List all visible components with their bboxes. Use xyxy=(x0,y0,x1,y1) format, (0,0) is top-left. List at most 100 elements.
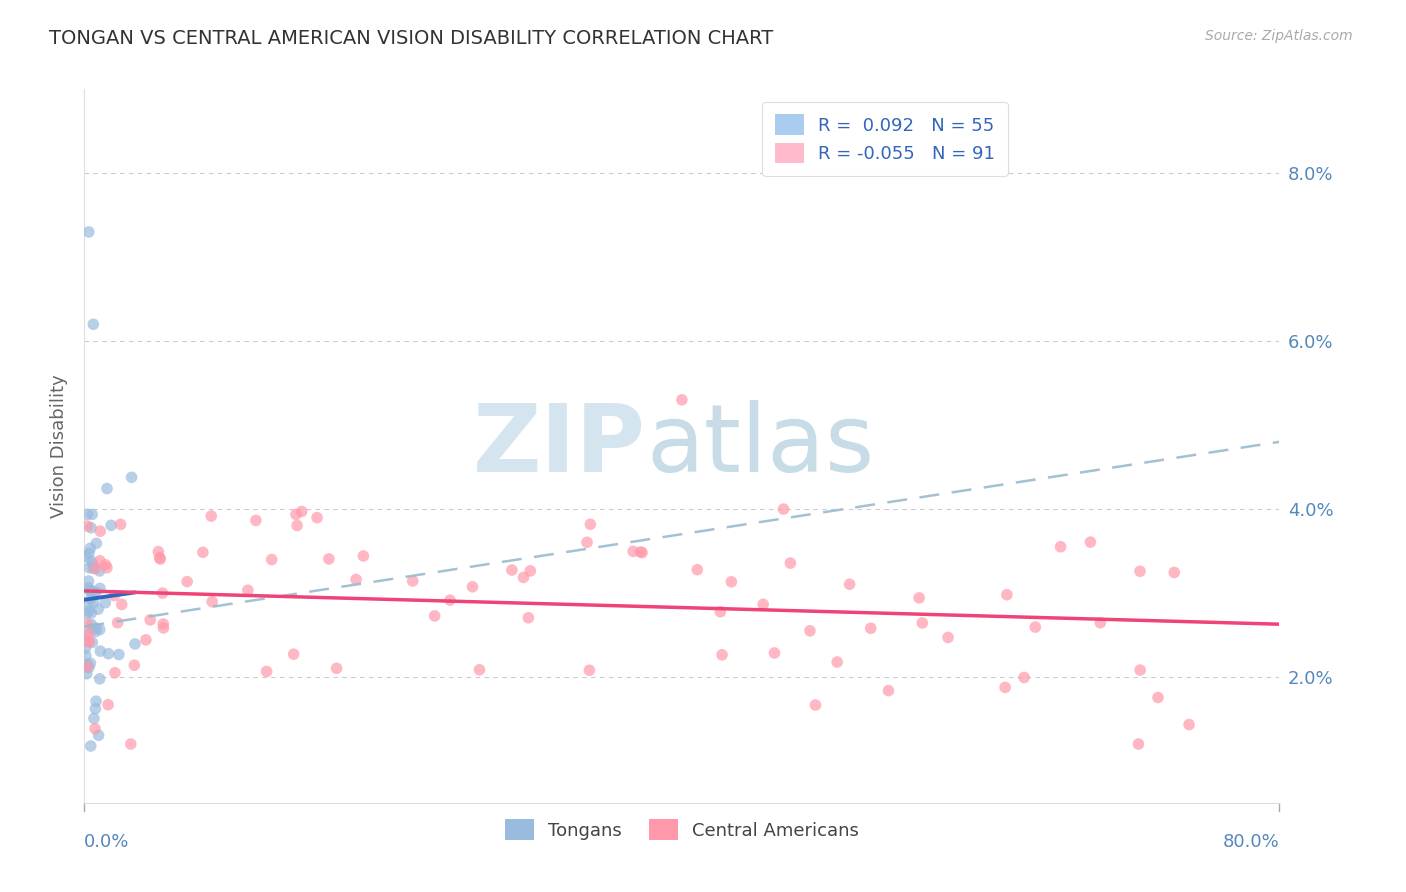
Text: Source: ZipAtlas.com: Source: ZipAtlas.com xyxy=(1205,29,1353,43)
Point xyxy=(260,552,283,566)
Point xyxy=(1128,737,1150,751)
Point xyxy=(176,574,198,589)
Point xyxy=(103,589,125,603)
Point xyxy=(201,595,224,609)
Point xyxy=(94,558,117,572)
Point xyxy=(82,635,104,649)
Point xyxy=(80,606,103,620)
Point xyxy=(82,585,104,599)
Point xyxy=(80,617,103,632)
Point xyxy=(89,672,111,686)
Point xyxy=(720,574,742,589)
Point xyxy=(94,596,117,610)
Point xyxy=(579,517,602,532)
Point xyxy=(152,617,174,632)
Point xyxy=(96,482,118,496)
Point xyxy=(89,644,111,658)
Point xyxy=(752,598,775,612)
Point xyxy=(1163,566,1185,580)
Point xyxy=(148,550,170,565)
Point xyxy=(1129,663,1152,677)
Point xyxy=(89,554,111,568)
Point xyxy=(236,583,259,598)
Point xyxy=(97,647,120,661)
Point xyxy=(709,605,731,619)
Point xyxy=(86,536,108,550)
Point xyxy=(877,683,900,698)
Point xyxy=(104,665,127,680)
Point xyxy=(100,518,122,533)
Point xyxy=(1129,564,1152,578)
Point xyxy=(77,627,100,641)
Y-axis label: Vision Disability: Vision Disability xyxy=(49,374,67,518)
Point xyxy=(285,508,308,522)
Point xyxy=(75,549,97,564)
Point xyxy=(77,660,100,674)
Text: atlas: atlas xyxy=(647,400,875,492)
Point xyxy=(1147,690,1170,705)
Point xyxy=(291,504,314,518)
Point xyxy=(89,564,111,578)
Point xyxy=(1024,620,1046,634)
Point xyxy=(89,623,111,637)
Point xyxy=(148,544,170,558)
Text: 0.0%: 0.0% xyxy=(84,833,129,851)
Point xyxy=(75,628,97,642)
Point xyxy=(352,549,374,563)
Point xyxy=(325,661,347,675)
Point xyxy=(152,621,174,635)
Point xyxy=(517,611,540,625)
Text: TONGAN VS CENTRAL AMERICAN VISION DISABILITY CORRELATION CHART: TONGAN VS CENTRAL AMERICAN VISION DISABI… xyxy=(49,29,773,47)
Point xyxy=(838,577,860,591)
Point xyxy=(439,593,461,607)
Point xyxy=(87,602,110,616)
Text: ZIP: ZIP xyxy=(474,400,647,492)
Point xyxy=(686,563,709,577)
Point xyxy=(76,666,98,681)
Point xyxy=(77,581,100,595)
Point xyxy=(110,517,132,532)
Point xyxy=(995,588,1018,602)
Point xyxy=(75,641,97,656)
Point xyxy=(80,554,103,568)
Point xyxy=(97,698,120,712)
Point xyxy=(107,615,129,630)
Point xyxy=(89,582,111,596)
Point xyxy=(121,470,143,484)
Point xyxy=(84,694,107,708)
Point xyxy=(89,524,111,538)
Point xyxy=(711,648,734,662)
Point xyxy=(318,552,340,566)
Point xyxy=(82,622,104,636)
Point xyxy=(576,535,599,549)
Point xyxy=(82,595,104,609)
Point xyxy=(82,561,104,575)
Point xyxy=(1178,717,1201,731)
Point xyxy=(512,570,534,584)
Point xyxy=(423,608,446,623)
Point xyxy=(200,509,222,524)
Point xyxy=(84,722,107,736)
Point xyxy=(77,574,100,588)
Point xyxy=(76,519,98,533)
Point xyxy=(152,586,174,600)
Point xyxy=(1080,535,1102,549)
Point xyxy=(96,560,118,574)
Point xyxy=(1012,670,1035,684)
Point xyxy=(578,663,600,677)
Point xyxy=(256,665,278,679)
Point xyxy=(77,546,100,560)
Point xyxy=(79,561,101,575)
Point xyxy=(825,655,848,669)
Point xyxy=(124,658,146,673)
Point xyxy=(772,502,794,516)
Point xyxy=(84,624,107,639)
Point xyxy=(344,573,367,587)
Point xyxy=(501,563,523,577)
Point xyxy=(994,681,1017,695)
Point xyxy=(402,574,425,588)
Point xyxy=(779,556,801,570)
Point xyxy=(804,698,827,712)
Point xyxy=(285,518,308,533)
Point xyxy=(82,318,104,332)
